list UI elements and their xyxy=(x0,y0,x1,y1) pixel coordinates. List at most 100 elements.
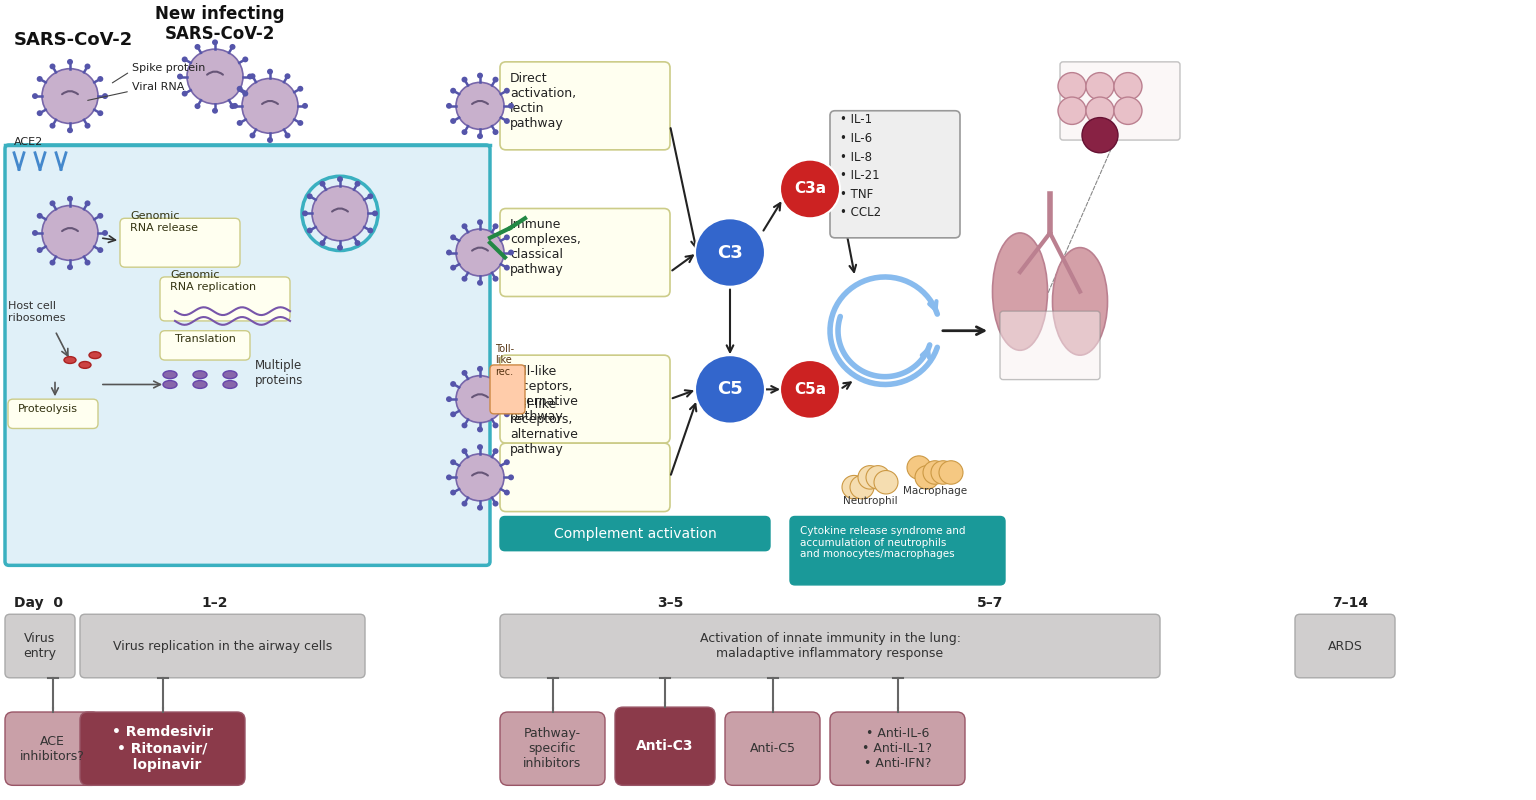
Circle shape xyxy=(1081,118,1118,153)
Circle shape xyxy=(694,218,765,286)
Text: 7–14: 7–14 xyxy=(1332,595,1369,610)
Text: 1–2: 1–2 xyxy=(201,595,229,610)
Circle shape xyxy=(493,448,499,454)
Circle shape xyxy=(319,181,326,186)
Circle shape xyxy=(478,366,482,372)
Circle shape xyxy=(504,265,510,270)
Circle shape xyxy=(456,376,504,422)
Circle shape xyxy=(298,120,303,126)
Text: Genomic
RNA replication: Genomic RNA replication xyxy=(170,270,257,292)
Text: Multiple
proteins: Multiple proteins xyxy=(255,359,304,387)
Circle shape xyxy=(1086,73,1114,100)
Ellipse shape xyxy=(78,362,91,368)
Circle shape xyxy=(37,247,43,253)
Text: • IL-6: • IL-6 xyxy=(840,132,872,145)
Circle shape xyxy=(493,77,499,82)
Circle shape xyxy=(195,103,201,109)
FancyBboxPatch shape xyxy=(5,145,490,566)
Circle shape xyxy=(32,230,38,236)
FancyBboxPatch shape xyxy=(614,707,714,786)
Circle shape xyxy=(493,223,499,229)
Text: Toll-
like
rec.: Toll- like rec. xyxy=(495,343,515,377)
Circle shape xyxy=(84,122,91,129)
Circle shape xyxy=(508,396,515,402)
Circle shape xyxy=(450,265,456,270)
Circle shape xyxy=(249,74,255,79)
Circle shape xyxy=(267,69,273,74)
Ellipse shape xyxy=(1052,248,1107,355)
Circle shape xyxy=(1086,97,1114,125)
Ellipse shape xyxy=(223,381,237,388)
Circle shape xyxy=(456,454,504,501)
Circle shape xyxy=(478,505,482,510)
Ellipse shape xyxy=(163,371,177,378)
Circle shape xyxy=(450,459,456,465)
Circle shape xyxy=(232,103,238,109)
Circle shape xyxy=(445,250,452,255)
Text: Cytokine release syndrome and
accumulation of neutrophils
and monocytes/macropha: Cytokine release syndrome and accumulati… xyxy=(800,526,966,559)
Text: Day  0: Day 0 xyxy=(14,595,63,610)
Circle shape xyxy=(97,247,103,253)
Circle shape xyxy=(478,219,482,225)
Text: Macrophage: Macrophage xyxy=(903,486,968,496)
Text: • TNF: • TNF xyxy=(840,188,874,201)
Circle shape xyxy=(49,63,55,70)
Ellipse shape xyxy=(194,381,207,388)
Text: Anti-C3: Anti-C3 xyxy=(636,739,694,754)
Circle shape xyxy=(866,470,889,494)
Circle shape xyxy=(456,229,504,276)
Text: 3–5: 3–5 xyxy=(657,595,684,610)
Text: • Anti-IL-6
• Anti-IL-1?
• Anti-IFN?: • Anti-IL-6 • Anti-IL-1? • Anti-IFN? xyxy=(863,727,932,770)
Circle shape xyxy=(493,501,499,506)
Text: C5: C5 xyxy=(717,380,743,398)
Circle shape xyxy=(41,69,98,123)
Text: C5a: C5a xyxy=(794,382,826,397)
FancyBboxPatch shape xyxy=(1295,614,1395,678)
Text: Toll-like
receptors,
alternative
pathway: Toll-like receptors, alternative pathway xyxy=(510,398,578,456)
Circle shape xyxy=(177,74,183,79)
Circle shape xyxy=(212,39,218,46)
Circle shape xyxy=(284,133,290,138)
Circle shape xyxy=(187,49,243,104)
FancyBboxPatch shape xyxy=(501,62,670,150)
FancyBboxPatch shape xyxy=(501,355,670,443)
Circle shape xyxy=(923,461,948,484)
Text: Neutrophil: Neutrophil xyxy=(843,496,897,506)
Text: 5–7: 5–7 xyxy=(977,595,1003,610)
Circle shape xyxy=(355,181,361,186)
Circle shape xyxy=(68,127,74,134)
Circle shape xyxy=(450,118,456,124)
Circle shape xyxy=(355,240,361,246)
Circle shape xyxy=(303,103,309,109)
FancyBboxPatch shape xyxy=(160,330,250,360)
Circle shape xyxy=(68,196,74,202)
Text: Virus replication in the airway cells: Virus replication in the airway cells xyxy=(112,639,332,653)
Text: • Remdesivir
• Ritonavir/
  lopinavir: • Remdesivir • Ritonavir/ lopinavir xyxy=(112,726,214,772)
Circle shape xyxy=(478,73,482,78)
Circle shape xyxy=(336,176,343,182)
Circle shape xyxy=(49,260,55,266)
Circle shape xyxy=(367,227,373,234)
Circle shape xyxy=(493,129,499,135)
FancyBboxPatch shape xyxy=(160,277,290,321)
Circle shape xyxy=(1058,73,1086,100)
Circle shape xyxy=(212,108,218,114)
Ellipse shape xyxy=(163,381,177,388)
Circle shape xyxy=(461,501,467,506)
Circle shape xyxy=(780,160,840,218)
Text: Spike protein: Spike protein xyxy=(132,62,206,73)
Circle shape xyxy=(37,110,43,116)
Circle shape xyxy=(267,137,273,143)
Circle shape xyxy=(478,280,482,286)
Circle shape xyxy=(319,240,326,246)
FancyBboxPatch shape xyxy=(501,517,770,550)
Circle shape xyxy=(456,82,504,130)
Text: • IL-21: • IL-21 xyxy=(840,169,880,182)
Circle shape xyxy=(372,210,378,216)
FancyBboxPatch shape xyxy=(1000,311,1100,379)
Circle shape xyxy=(504,118,510,124)
Circle shape xyxy=(694,355,765,423)
FancyBboxPatch shape xyxy=(1060,62,1180,140)
Text: ARDS: ARDS xyxy=(1327,639,1362,653)
Circle shape xyxy=(37,76,43,82)
